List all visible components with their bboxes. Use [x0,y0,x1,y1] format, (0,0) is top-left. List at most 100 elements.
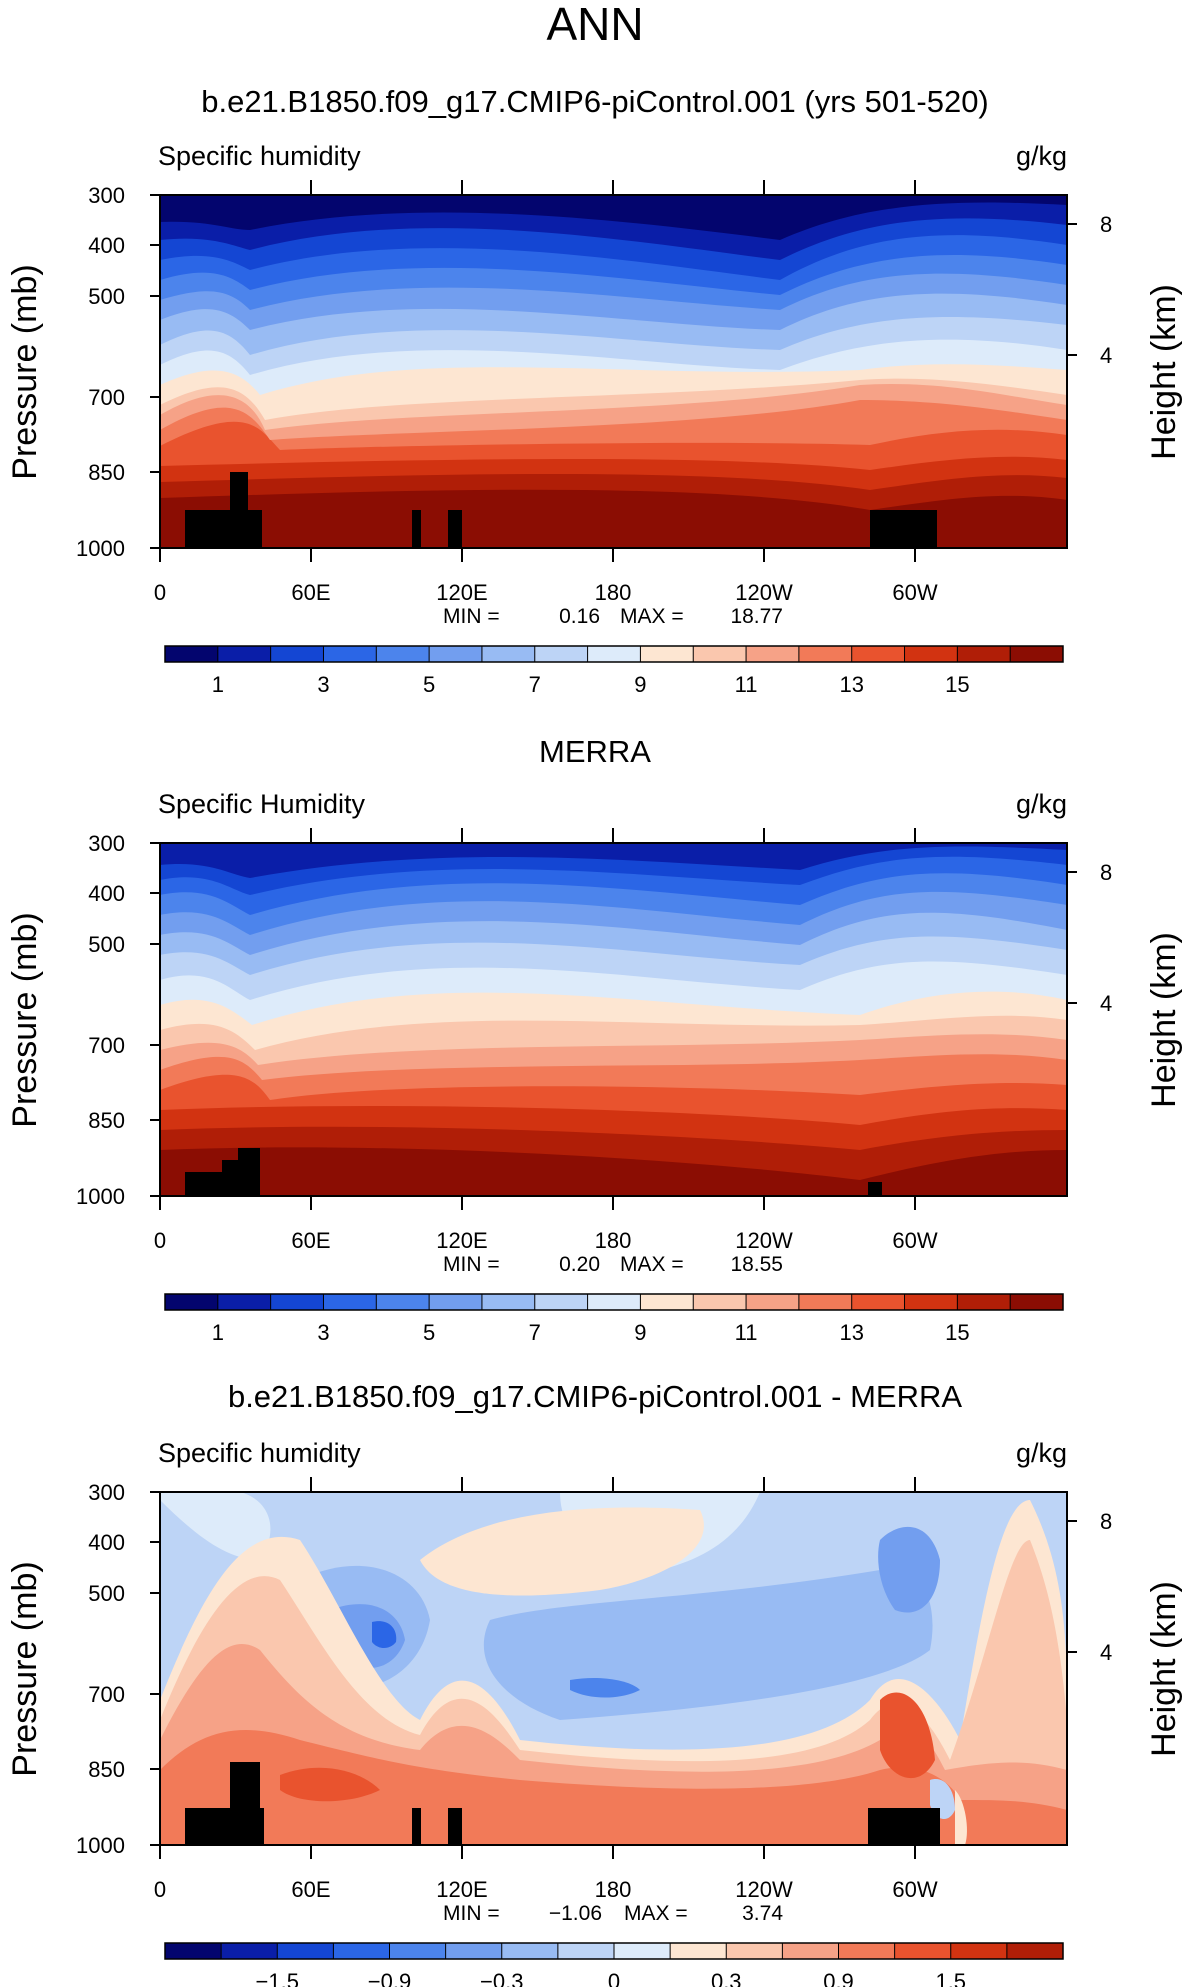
units-label: g/kg [1016,789,1067,819]
y-right-tick-labels: 8 4 [1100,860,1112,1016]
y-tick-label: 500 [88,1581,125,1606]
colorbar-swatch [894,1943,952,1959]
height-tick-label: 8 [1100,1509,1112,1534]
land-mask [185,1762,940,1845]
colorbar-swatch [851,646,906,662]
max-label: MAX = [620,605,684,628]
x-tick-labels: 0 60E 120E 180 120W 60W [154,1877,938,1902]
x-tick-labels: 0 60E 120E 180 120W 60W [154,580,938,605]
min-value: −1.06 [549,1902,602,1925]
colorbar-label: −0.3 [480,1969,523,1987]
colorbar-swatch [481,646,536,662]
colorbar-label: −0.9 [368,1969,411,1987]
contour-region [880,1692,935,1779]
min-max-readout: MIN = 0.20 MAX = 18.55 [443,1253,783,1276]
y-tick-label: 700 [88,1033,125,1058]
colorbar-swatch [534,646,589,662]
panel-difference: b.e21.B1850.f09_g17.CMIP6-piControl.001 … [6,1379,1183,1987]
humidity-field [160,843,1067,1196]
y-right-tick-labels: 8 4 [1100,212,1112,368]
difference-field [160,1492,1067,1845]
x-tick-label: 60E [291,1228,330,1253]
colorbar-swatch [1006,1943,1064,1959]
y-tick-label: 500 [88,932,125,957]
land-mask [185,1148,882,1196]
colorbar-label: 11 [735,672,758,697]
height-tick-label: 8 [1100,860,1112,885]
y-tick-label: 300 [88,831,125,856]
panel-title: b.e21.B1850.f09_g17.CMIP6-piControl.001 … [228,1379,962,1414]
colorbar-label: 7 [529,672,541,697]
y-tick-label: 400 [88,881,125,906]
colorbar-swatch [333,1943,391,1959]
colorbar-swatch [957,1294,1011,1310]
x-tick-label: 120W [735,1877,793,1902]
contour-region [878,1526,940,1613]
x-tick-label: 120E [436,580,487,605]
x-tick-label: 0 [154,1877,166,1902]
x-tick-label: 180 [595,1877,632,1902]
max-value: 3.74 [742,1902,783,1925]
y-tick-label: 700 [88,1682,125,1707]
colorbar-swatch [481,1294,536,1310]
land-mask [185,472,937,548]
y-axis-label: Pressure (mb) [6,264,44,479]
y-right-axis-label: Height (km) [1145,1581,1183,1757]
max-value: 18.55 [730,1253,783,1276]
colorbar-swatch [165,646,219,662]
min-label: MIN = [443,1902,500,1925]
max-value: 18.77 [730,605,783,628]
colorbar-swatch [217,1294,272,1310]
height-tick-label: 4 [1100,991,1112,1016]
x-tick-label: 120W [735,1228,793,1253]
panel-title: b.e21.B1850.f09_g17.CMIP6-piControl.001 … [201,84,989,119]
colorbar-swatch [693,646,747,662]
colorbar-swatch [501,1943,559,1959]
height-tick-label: 4 [1100,1640,1112,1665]
colorbar-label: 7 [529,1320,541,1345]
height-tick-label: 8 [1100,212,1112,237]
units-label: g/kg [1016,1438,1067,1468]
colorbar-swatch [429,1294,483,1310]
y-right-tick-labels: 8 4 [1100,1509,1112,1665]
x-tick-label: 0 [154,1228,166,1253]
colorbar-swatch [782,1943,840,1959]
colorbar-swatch [670,1943,727,1959]
colorbar-label: 5 [423,1320,435,1345]
colorbar-swatch [165,1943,222,1959]
y-axis-label: Pressure (mb) [6,1561,44,1776]
contour-region [372,1621,397,1648]
colorbar-swatch [614,1943,671,1959]
colorbar-label: 3 [317,1320,329,1345]
x-tick-label: 120W [735,580,793,605]
colorbar-label: 1.5 [935,1969,966,1987]
colorbar-swatch [221,1943,278,1959]
colorbar-swatch [587,1294,641,1310]
min-label: MIN = [443,605,500,628]
x-tick-label: 60W [892,580,937,605]
colorbar-swatch [323,646,377,662]
x-tick-label: 180 [595,580,632,605]
x-tick-label: 120E [436,1877,487,1902]
colorbar-swatch [587,646,641,662]
colorbar-label: 0 [608,1969,620,1987]
colorbar-swatch [376,646,430,662]
colorbar-label: 9 [634,1320,646,1345]
y-tick-label: 1000 [76,536,125,561]
x-tick-label: 120E [436,1228,487,1253]
colorbar-frame [164,645,1064,663]
humidity-field [160,195,1067,548]
colorbar-label: 5 [423,672,435,697]
colorbar-label: 1 [212,1320,224,1345]
contour-region [955,1790,967,1845]
y-axis-label: Pressure (mb) [6,912,44,1127]
x-tick-label: 60E [291,580,330,605]
colorbar-swatch [726,1943,783,1959]
colorbar-swatch [851,1294,906,1310]
x-tick-label: 60E [291,1877,330,1902]
colorbar-label: 13 [839,1320,863,1345]
y-tick-label: 1000 [76,1184,125,1209]
colorbar-label: 15 [945,672,969,697]
colorbar: 1 3 5 7 9 11 13 15 [164,1293,1064,1345]
y-tick-label: 300 [88,1480,125,1505]
